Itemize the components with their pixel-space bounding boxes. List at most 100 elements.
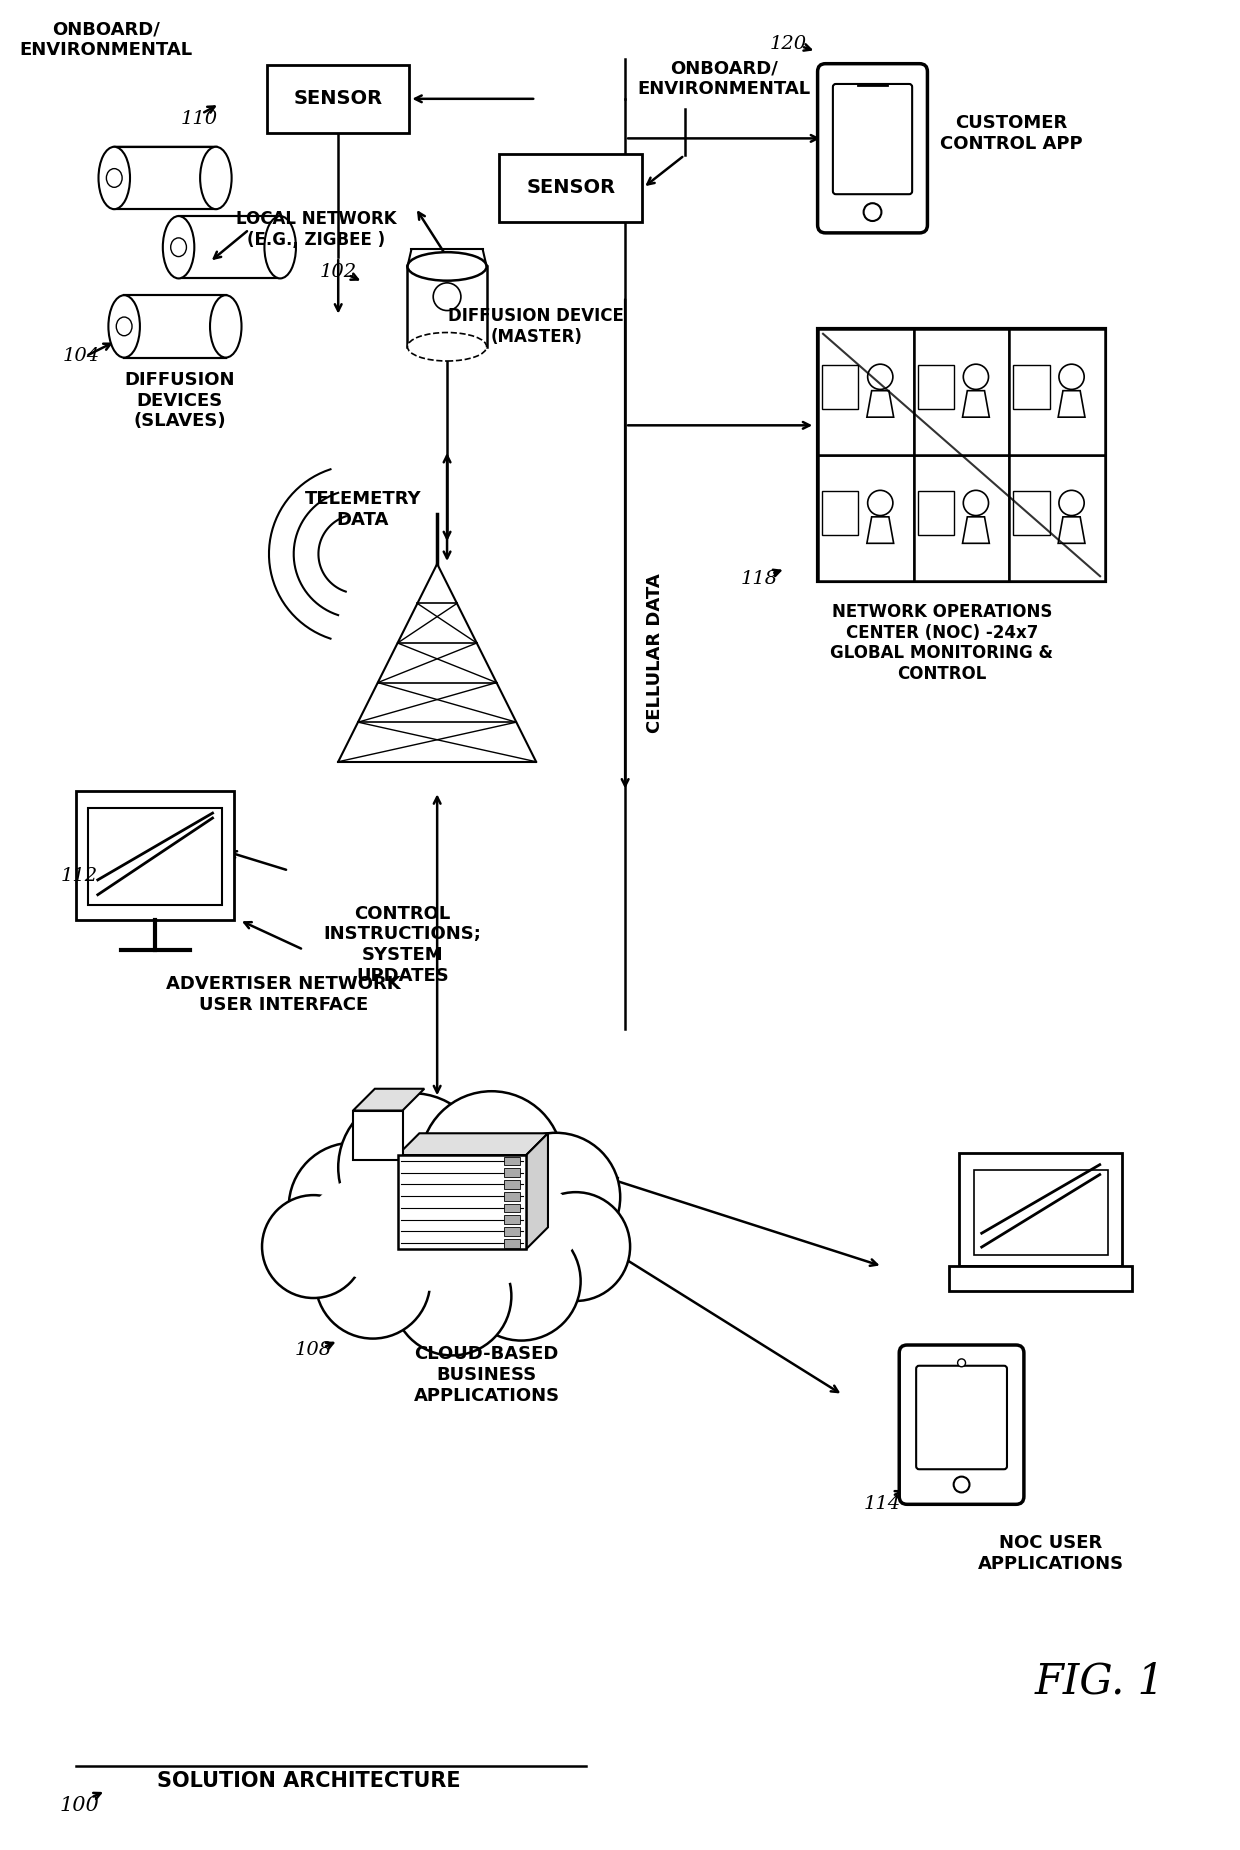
Text: 104: 104 [62, 348, 99, 364]
Ellipse shape [210, 296, 242, 357]
Polygon shape [867, 390, 894, 416]
Bar [818, 329, 1105, 581]
Text: 120: 120 [770, 35, 807, 54]
Bar [959, 1153, 1122, 1267]
Polygon shape [962, 516, 990, 544]
Bar [505, 1215, 521, 1225]
Bar [822, 364, 858, 409]
Bar [1013, 490, 1050, 535]
Ellipse shape [162, 216, 195, 278]
FancyBboxPatch shape [916, 1365, 1007, 1469]
Bar [914, 455, 1009, 581]
Bar [949, 1267, 1132, 1291]
Ellipse shape [304, 1162, 580, 1291]
Circle shape [868, 364, 893, 388]
Polygon shape [1058, 516, 1085, 544]
Bar [76, 792, 234, 919]
FancyBboxPatch shape [500, 154, 642, 222]
Bar [505, 1204, 521, 1212]
Circle shape [1059, 364, 1084, 388]
Bar [822, 490, 858, 535]
Polygon shape [170, 216, 280, 231]
Circle shape [461, 1221, 580, 1341]
Text: CELLULAR DATA: CELLULAR DATA [646, 574, 663, 733]
Text: TELEMETRY
DATA: TELEMETRY DATA [305, 490, 422, 529]
Text: 114: 114 [864, 1495, 901, 1513]
Circle shape [491, 1132, 620, 1262]
Polygon shape [526, 1134, 548, 1249]
Text: SOLUTION ARCHITECTURE: SOLUTION ARCHITECTURE [156, 1770, 460, 1791]
Text: LOCAL NETWORK
(E.G., ZIGBEE ): LOCAL NETWORK (E.G., ZIGBEE ) [236, 211, 397, 248]
Circle shape [868, 490, 893, 516]
Text: NETWORK OPERATIONS
CENTER (NOC) -24x7
GLOBAL MONITORING &
CONTROL: NETWORK OPERATIONS CENTER (NOC) -24x7 GL… [831, 603, 1053, 683]
Circle shape [289, 1143, 418, 1271]
Bar [88, 808, 222, 905]
Text: 112: 112 [61, 866, 98, 884]
Text: DIFFUSION
DEVICES
(SLAVES): DIFFUSION DEVICES (SLAVES) [125, 370, 236, 431]
Text: 110: 110 [181, 109, 218, 128]
Circle shape [262, 1195, 365, 1299]
Ellipse shape [108, 296, 140, 357]
Circle shape [339, 1093, 486, 1241]
Circle shape [420, 1092, 563, 1234]
Bar [179, 216, 280, 278]
Text: ADVERTISER NETWORK
USER INTERFACE: ADVERTISER NETWORK USER INTERFACE [166, 975, 401, 1014]
Bar [914, 329, 1009, 455]
Bar [408, 266, 486, 346]
Text: ONBOARD/
ENVIRONMENTAL: ONBOARD/ ENVIRONMENTAL [19, 20, 192, 59]
Text: 118: 118 [740, 570, 777, 588]
Text: DIFFUSION DEVICE
(MASTER): DIFFUSION DEVICE (MASTER) [448, 307, 624, 346]
FancyBboxPatch shape [899, 1345, 1024, 1504]
Ellipse shape [408, 333, 486, 361]
Text: 100: 100 [60, 1796, 99, 1815]
Ellipse shape [171, 239, 186, 257]
Circle shape [521, 1191, 630, 1301]
Polygon shape [353, 1090, 424, 1110]
Bar [124, 296, 226, 357]
Circle shape [315, 1225, 430, 1339]
Text: CUSTOMER
CONTROL APP: CUSTOMER CONTROL APP [940, 115, 1083, 154]
FancyBboxPatch shape [833, 83, 913, 194]
FancyBboxPatch shape [267, 65, 409, 133]
Text: NOC USER
APPLICATIONS: NOC USER APPLICATIONS [977, 1534, 1123, 1572]
Bar [398, 1154, 526, 1249]
Bar [114, 146, 216, 209]
Circle shape [433, 283, 461, 311]
Ellipse shape [264, 216, 296, 278]
Bar [353, 1110, 403, 1160]
Bar [505, 1227, 521, 1236]
Ellipse shape [200, 146, 232, 209]
Bar [1009, 455, 1105, 581]
Polygon shape [105, 146, 216, 161]
Circle shape [1059, 490, 1084, 516]
Text: SENSOR: SENSOR [526, 178, 615, 198]
FancyBboxPatch shape [817, 63, 928, 233]
Bar [818, 329, 914, 455]
Polygon shape [398, 1134, 548, 1154]
Polygon shape [115, 296, 226, 311]
Bar [505, 1169, 521, 1177]
Ellipse shape [408, 252, 486, 281]
Text: CLOUD-BASED
BUSINESS
APPLICATIONS: CLOUD-BASED BUSINESS APPLICATIONS [414, 1345, 559, 1404]
Text: SENSOR: SENSOR [294, 89, 383, 109]
Bar [918, 490, 954, 535]
Text: FIG. 1: FIG. 1 [1035, 1661, 1166, 1702]
Polygon shape [962, 390, 990, 416]
Circle shape [863, 204, 882, 220]
Ellipse shape [107, 168, 122, 187]
Bar [818, 455, 914, 581]
Circle shape [963, 364, 988, 388]
Ellipse shape [117, 316, 131, 335]
Bar [973, 1169, 1107, 1254]
Bar [505, 1240, 521, 1247]
Bar [1009, 329, 1105, 455]
Circle shape [963, 490, 988, 516]
Text: 102: 102 [320, 263, 357, 281]
Polygon shape [1058, 390, 1085, 416]
Circle shape [954, 1476, 970, 1493]
Bar [505, 1191, 521, 1201]
Bar [1013, 364, 1050, 409]
Circle shape [957, 1360, 966, 1367]
Bar [505, 1180, 521, 1190]
Text: 108: 108 [295, 1341, 332, 1360]
